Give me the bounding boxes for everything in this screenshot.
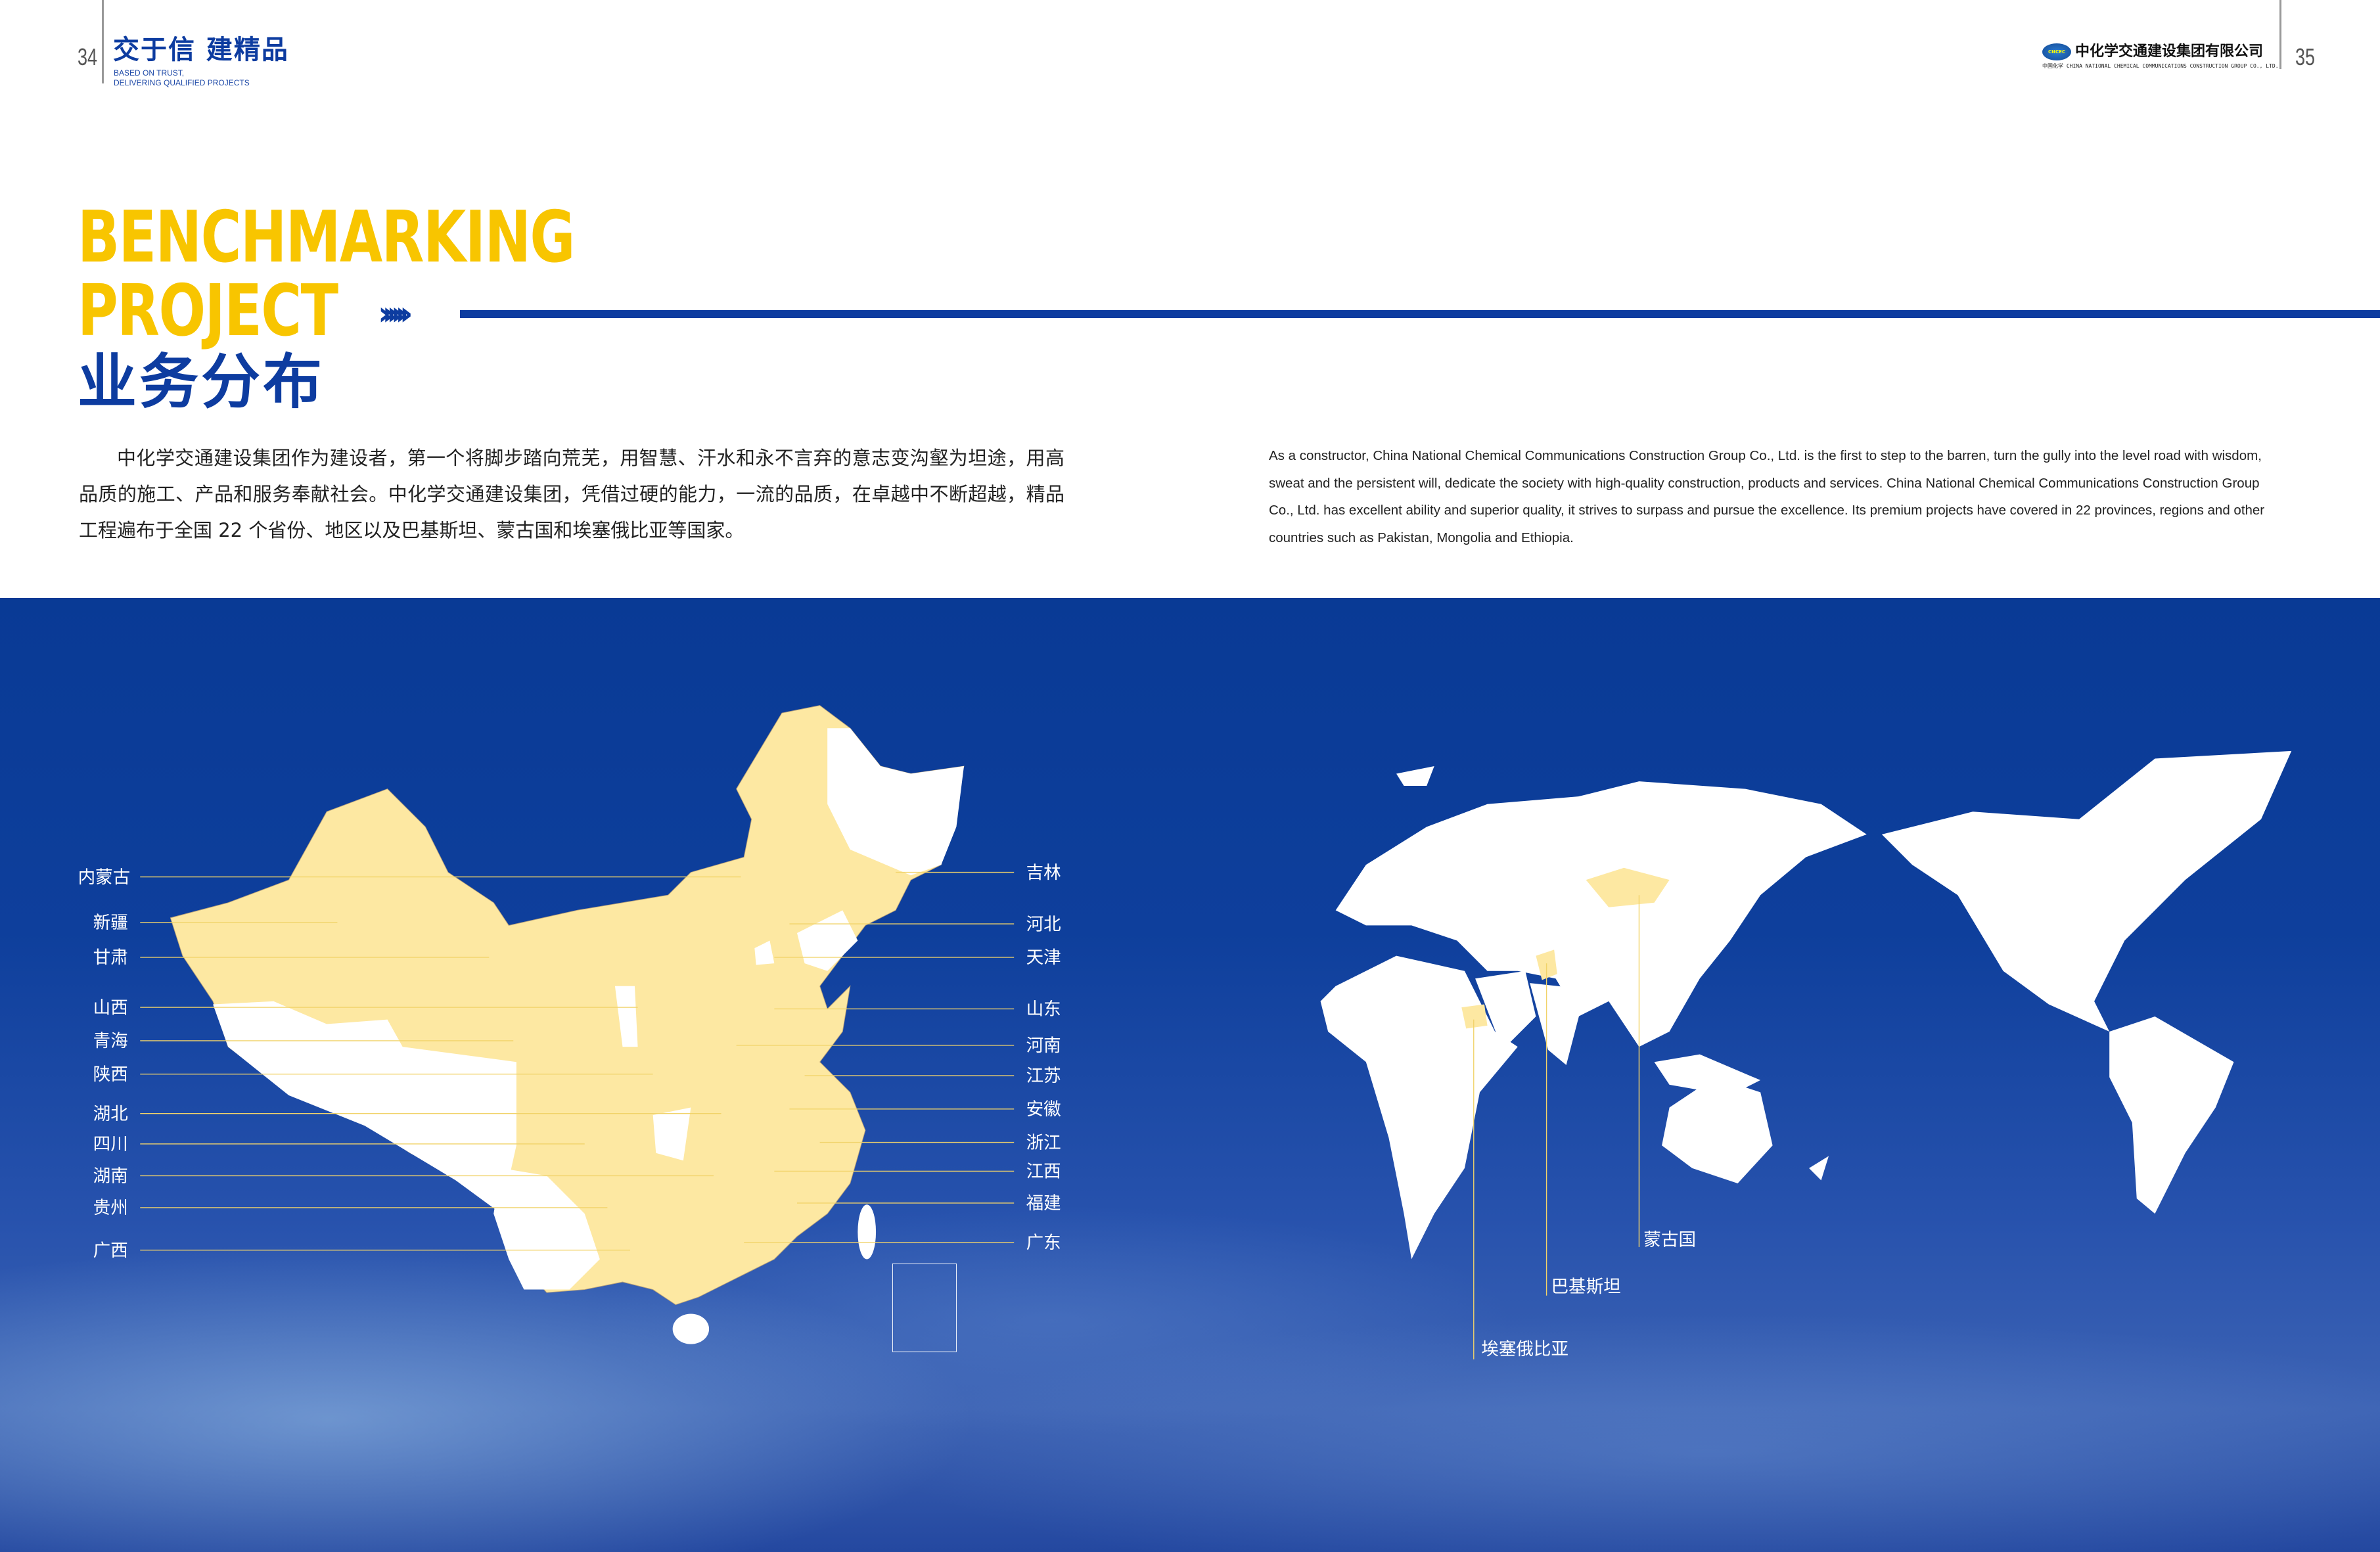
slogan-en-line2: DELIVERING QUALIFIED PROJECTS (114, 78, 250, 87)
province-label: 吉林 (1026, 863, 1061, 883)
country-ethiopia (1461, 1004, 1488, 1029)
province-label: 山东 (1026, 999, 1061, 1020)
china-other-regions (213, 728, 964, 1352)
province-label: 江苏 (1026, 1066, 1061, 1086)
slogan-cn: 交于信 建精品 (113, 35, 289, 65)
title-benchmarking: BENCHMARKING (78, 196, 576, 279)
province-label: 四川 (93, 1134, 128, 1154)
province-label: 天津 (1026, 947, 1061, 968)
region-india (1530, 983, 1586, 1065)
province-label: 福建 (1026, 1193, 1061, 1214)
title-project: PROJECT (78, 270, 338, 352)
province-label: 江西 (1026, 1162, 1061, 1182)
intro-cn: 中化学交通建设集团作为建设者，第一个将脚步踏向荒芜，用智慧、汗水和永不言弃的意志… (79, 447, 1064, 541)
province-label: 新疆 (93, 913, 128, 933)
intro-en: As a constructor, China National Chemica… (1269, 448, 2265, 545)
province-label: 湖南 (93, 1166, 128, 1187)
region-europe-north (1396, 765, 1434, 787)
continent-africa (1320, 955, 1518, 1260)
world-map: 蒙古国 巴基斯坦 埃塞俄比亚 (1320, 750, 2292, 1359)
china-leader-lines (140, 871, 1015, 1251)
province-label: 河南 (1026, 1036, 1061, 1056)
province-label: 青海 (93, 1031, 128, 1051)
slogan-en: BASED ON TRUST, DELIVERING QUALIFIED PRO… (114, 68, 250, 88)
province-label: 安徽 (1026, 1099, 1061, 1120)
world-leader-lines (1473, 895, 1640, 1359)
page-number-left: 34 (78, 43, 98, 70)
province-label: 广西 (93, 1241, 128, 1261)
province-label: 浙江 (1026, 1133, 1061, 1153)
province-label: 贵州 (93, 1198, 128, 1218)
page-number-right: 35 (2295, 43, 2316, 70)
continent-eurasia (1335, 781, 1867, 1047)
country-mongolia (1586, 867, 1670, 907)
province-label: 广东 (1026, 1233, 1061, 1253)
continent-south-america (2109, 1016, 2234, 1214)
title-rule (460, 310, 2380, 318)
company-name-cn: 中化学交通建设集团有限公司 (2075, 43, 2264, 60)
region-arabia (1475, 970, 1536, 1050)
province-label: 山西 (93, 997, 128, 1018)
highlighted-countries (1461, 867, 1670, 1029)
province-label: 河北 (1026, 914, 1061, 934)
label-ethiopia: 埃塞俄比亚 (1481, 1339, 1568, 1359)
slogan-en-line1: BASED ON TRUST, (114, 68, 185, 78)
province-label: 湖北 (93, 1104, 128, 1124)
title-cn: 业务分布 (78, 348, 325, 417)
continent-australia (1662, 1077, 1773, 1183)
company-name-en: 中国化学 CHINA NATIONAL CHEMICAL COMMUNICATI… (2042, 63, 2279, 69)
province-label: 内蒙古 (78, 867, 131, 888)
region-new-zealand (1809, 1156, 1829, 1181)
label-mongolia: 蒙古国 (1643, 1230, 1696, 1250)
header-divider-right (2279, 0, 2281, 69)
province-label: 陕西 (93, 1064, 128, 1085)
header-divider-left (102, 0, 104, 83)
continent-north-america (1881, 750, 2292, 1032)
company-logo-icon: CNCEC (2042, 43, 2071, 60)
province-label: 甘肃 (93, 947, 128, 968)
label-pakistan: 巴基斯坦 (1551, 1277, 1621, 1297)
